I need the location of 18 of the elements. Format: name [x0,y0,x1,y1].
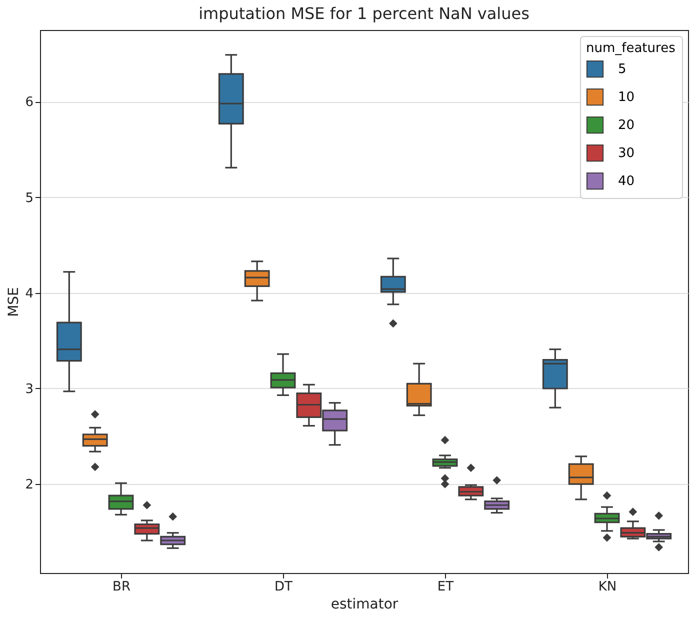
legend-label: 10 [618,90,635,105]
legend-title: num_features [586,41,676,56]
y-tick-label: 5 [25,190,34,206]
legend-label: 40 [618,174,635,189]
x-tick-label: BR [112,580,130,594]
chart-title: imputation MSE for 1 percent NaN values [198,4,530,23]
y-axis-title: MSE [6,287,22,317]
y-tick-label: 6 [25,95,34,110]
x-axis-title: estimator [330,596,398,612]
legend-label: 5 [618,62,626,77]
legend-label: 30 [618,146,635,161]
x-tick-label: ET [437,580,454,594]
x-tick-label: DT [274,580,293,594]
x-tick-label: KN [598,580,617,594]
legend-label: 20 [618,118,635,133]
y-tick-label: 4 [25,286,34,302]
y-tick-label: 3 [25,382,34,397]
y-tick-label: 2 [25,478,34,493]
